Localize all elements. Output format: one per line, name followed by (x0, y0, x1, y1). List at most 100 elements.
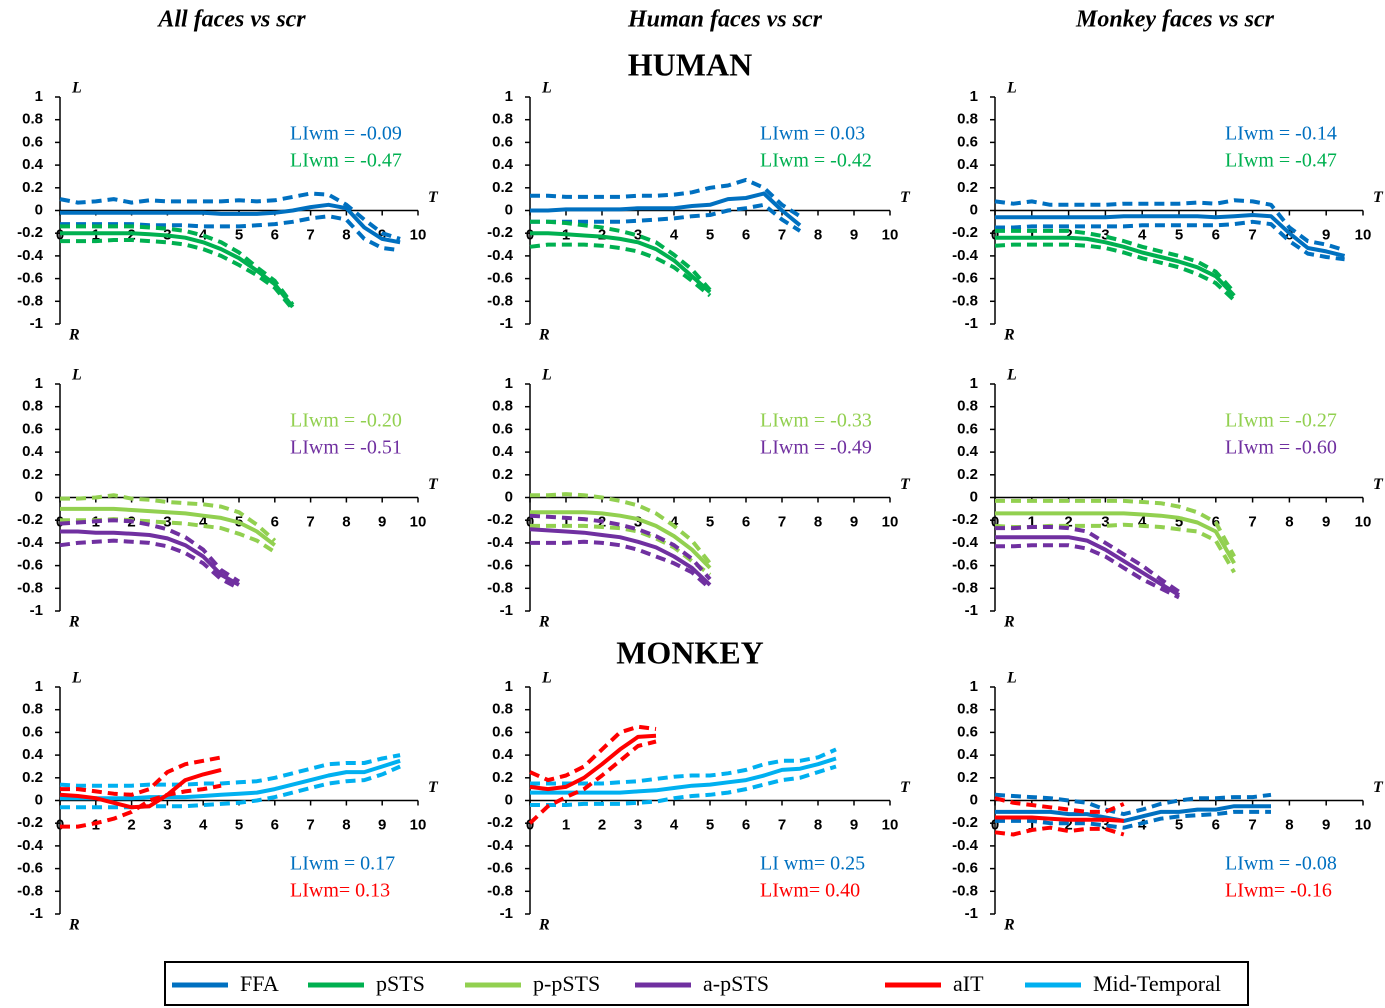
y-tick-label: 0 (970, 201, 978, 218)
y-tick-label: -0.2 (487, 224, 513, 241)
column-title: All faces vs scr (156, 7, 306, 33)
y-tick-label: -0.8 (17, 882, 43, 899)
data-line (530, 510, 712, 570)
data-line (60, 202, 401, 245)
confidence-line (60, 224, 295, 306)
axis-label-bottom: R (1003, 614, 1015, 631)
x-tick-label: 5 (706, 513, 714, 530)
y-tick-label: 0.2 (22, 466, 43, 483)
x-tick-label: 10 (410, 513, 427, 530)
y-tick-label: 0.6 (22, 420, 43, 437)
y-tick-label: 0 (35, 201, 43, 218)
y-tick-label: -0.8 (487, 579, 513, 596)
x-tick-label: 8 (1285, 513, 1293, 530)
confidence-line (60, 764, 401, 810)
y-tick-label: -0.8 (952, 292, 978, 309)
data-line (995, 535, 1181, 597)
x-tick-label: 7 (306, 513, 314, 530)
axis-label-bottom: R (538, 327, 550, 344)
y-tick-label: -0.6 (952, 270, 978, 287)
x-tick-label: 7 (778, 226, 786, 243)
y-tick-label: 0.8 (22, 701, 43, 718)
legend-label: Mid-Temporal (1093, 971, 1221, 996)
y-tick-label: 0 (505, 201, 513, 218)
y-tick-label: 0.2 (492, 769, 513, 786)
axis-label-right: T (1373, 779, 1384, 796)
y-tick-label: 1 (970, 678, 978, 695)
y-tick-label: -1 (500, 905, 513, 922)
x-tick-label: 2 (598, 816, 606, 833)
y-tick-label: -0.4 (487, 837, 514, 854)
y-tick-label: 0.8 (957, 701, 978, 718)
y-tick-label: -0.8 (17, 292, 43, 309)
y-tick-label: -0.6 (487, 557, 513, 574)
y-tick-label: 0.4 (957, 156, 979, 173)
x-tick-label: 1 (562, 816, 570, 833)
x-tick-label: 8 (814, 816, 822, 833)
y-tick-label: 1 (35, 678, 43, 695)
x-tick-label: 5 (1175, 816, 1183, 833)
confidence-line (994, 796, 1125, 814)
annotation: LIwm= 0.40 (760, 880, 860, 902)
y-tick-label: 0.2 (957, 769, 978, 786)
axis-label-bottom: R (538, 614, 550, 631)
confidence-line (995, 525, 1181, 594)
annotation: LIwm = -0.27 (1225, 410, 1337, 432)
y-tick-label: 0.6 (492, 723, 513, 740)
y-tick-label: 0.4 (22, 443, 44, 460)
x-tick-label: 0 (991, 816, 999, 833)
data-line (60, 506, 277, 547)
x-tick-label: 0 (526, 513, 534, 530)
axis-label-top: L (71, 367, 82, 384)
y-tick-label: 0.4 (957, 746, 979, 763)
y-tick-label: 0.2 (492, 466, 513, 483)
x-tick-label: 4 (670, 226, 679, 243)
axis-label-right: T (428, 189, 439, 206)
y-tick-label: 0 (505, 488, 513, 505)
y-tick-label: 0.8 (492, 398, 513, 415)
axis-label-top: L (1006, 80, 1017, 97)
y-tick-label: -0.2 (17, 224, 43, 241)
x-tick-label: 6 (742, 513, 750, 530)
confidence-line (60, 493, 277, 543)
y-tick-label: 0 (970, 488, 978, 505)
x-tick-label: 4 (670, 816, 679, 833)
y-tick-label: 0.4 (492, 156, 514, 173)
axis-label-right: T (1373, 476, 1384, 493)
y-tick-label: -0.4 (952, 534, 979, 551)
axis-label-right: T (900, 189, 911, 206)
annotation: LIwm = -0.51 (290, 437, 402, 459)
y-tick-label: 1 (35, 88, 43, 105)
x-tick-label: 5 (706, 816, 714, 833)
confidence-line (59, 518, 241, 584)
y-tick-label: -0.2 (17, 814, 43, 831)
data-line (530, 756, 837, 795)
x-tick-label: 10 (1355, 226, 1372, 243)
y-tick-label: 0 (35, 791, 43, 808)
y-tick-label: 0.6 (492, 420, 513, 437)
x-tick-label: 3 (634, 226, 642, 243)
column-title: Human faces vs scr (627, 7, 823, 33)
y-tick-label: 0.4 (492, 443, 514, 460)
confidence-line (994, 522, 1236, 574)
legend-label: pSTS (376, 971, 425, 996)
data-line (59, 767, 222, 810)
data-line (60, 231, 295, 309)
y-tick-label: -0.2 (952, 814, 978, 831)
y-tick-label: -0.4 (952, 837, 979, 854)
axis-label-top: L (541, 670, 552, 687)
x-tick-label: 10 (882, 816, 899, 833)
x-tick-label: 6 (271, 513, 279, 530)
data-line (530, 231, 712, 294)
x-tick-label: 2 (1064, 513, 1072, 530)
x-tick-label: 3 (1101, 226, 1109, 243)
x-tick-label: 8 (1285, 816, 1293, 833)
x-tick-label: 3 (634, 816, 642, 833)
x-tick-label: 3 (1101, 816, 1109, 833)
y-tick-label: 0.2 (22, 179, 43, 196)
x-tick-label: 4 (1138, 513, 1147, 530)
x-tick-label: 4 (670, 513, 679, 530)
confidence-line (995, 809, 1271, 830)
axis-label-bottom: R (1003, 917, 1015, 934)
x-tick-label: 8 (342, 513, 350, 530)
